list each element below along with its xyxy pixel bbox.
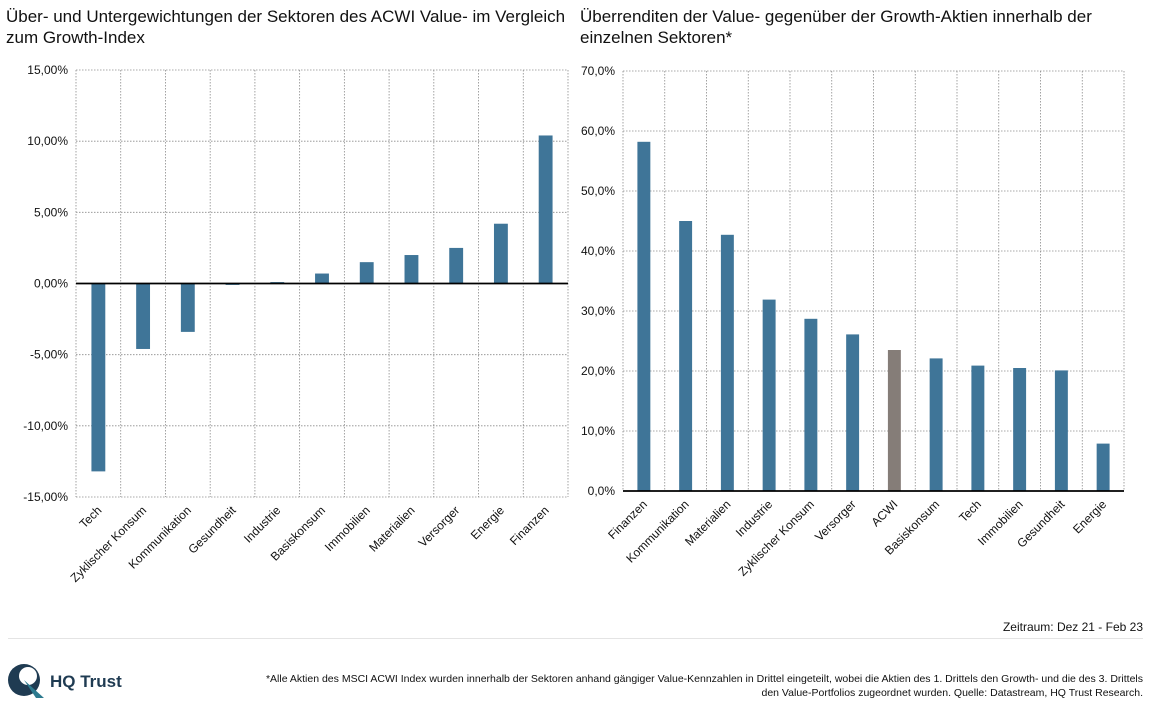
left-chart-bar <box>449 247 464 284</box>
footnote: *Alle Aktien des MSCI ACWI Index wurden … <box>265 673 1143 699</box>
left-chart-bar <box>493 223 508 284</box>
right-chart-ytick-label: 0,0% <box>588 484 616 498</box>
right-chart-ytick-label: 60,0% <box>581 124 615 138</box>
left-chart-ytick-label: 5,00% <box>34 205 68 219</box>
right-chart-category-label: Materialien <box>682 497 733 548</box>
right-chart-bar <box>1096 443 1110 491</box>
right-chart-bar <box>887 350 901 491</box>
right-chart-ytick-label: 10,0% <box>581 424 615 438</box>
left-bar-chart: 15,00% 10,00% 5,00% 0,00% -5,00% -10,00% -15,0… <box>23 63 569 585</box>
left-chart-ytick-label: -15,00% <box>23 490 68 504</box>
right-chart-ytick-label: 50,0% <box>581 184 615 198</box>
right-chart-bar <box>804 318 818 491</box>
right-bar-chart: 70,0%60,0%50,0%40,0%30,0%20,0%10,0%0,0%F… <box>581 64 1125 579</box>
right-chart-bar <box>846 334 860 491</box>
left-chart-bar <box>359 262 374 284</box>
right-chart-category-label: Tech <box>956 497 984 525</box>
right-chart-bar <box>637 141 651 492</box>
right-chart-category-label: ACWI <box>868 497 900 529</box>
left-chart-bar <box>136 283 151 349</box>
period-label: Zeitraum: Dez 21 - Feb 23 <box>1002 620 1143 634</box>
right-chart-bar <box>679 221 693 491</box>
left-chart-ytick-label: -5,00% <box>30 348 68 362</box>
left-chart-ytick-label: -10,00% <box>23 419 68 433</box>
right-chart-bar <box>1054 370 1068 491</box>
right-chart-bar <box>929 358 943 491</box>
left-chart-ytick-label: 0,00% <box>34 277 68 291</box>
left-chart-bar <box>91 283 106 472</box>
hq-trust-logo-icon <box>8 664 44 698</box>
left-chart-bar <box>404 255 419 284</box>
left-chart-ytick-label: 10,00% <box>27 134 68 148</box>
left-chart-bar <box>180 283 195 332</box>
right-chart-ytick-label: 20,0% <box>581 364 615 378</box>
left-chart-title: Über- und Untergewichtungen der Sektoren… <box>6 7 566 47</box>
right-chart-title: Überrenditen der Value- gegenüber der Gr… <box>580 7 1092 47</box>
right-chart-ytick-label: 70,0% <box>581 64 615 78</box>
right-chart-bar <box>971 365 985 491</box>
left-chart-ytick-label: 15,00% <box>27 63 68 77</box>
right-chart-bar <box>720 234 734 492</box>
right-chart-bar <box>762 299 776 491</box>
right-chart-category-label: Energie <box>1070 497 1109 536</box>
footer-divider <box>8 638 1143 639</box>
right-chart-category-label: Industrie <box>733 497 776 540</box>
right-chart-category-label: Versorger <box>812 497 859 544</box>
left-chart-bar <box>538 135 553 284</box>
right-chart-category-label: Zyklischer Konsum <box>735 497 817 579</box>
right-chart-bar <box>1013 368 1027 491</box>
logo-text: HQ Trust <box>50 672 122 691</box>
right-chart-ytick-label: 40,0% <box>581 244 615 258</box>
left-chart-bar <box>315 273 329 284</box>
hq-trust-logo: HQ Trust <box>6 660 146 700</box>
right-chart-ytick-label: 30,0% <box>581 304 615 318</box>
